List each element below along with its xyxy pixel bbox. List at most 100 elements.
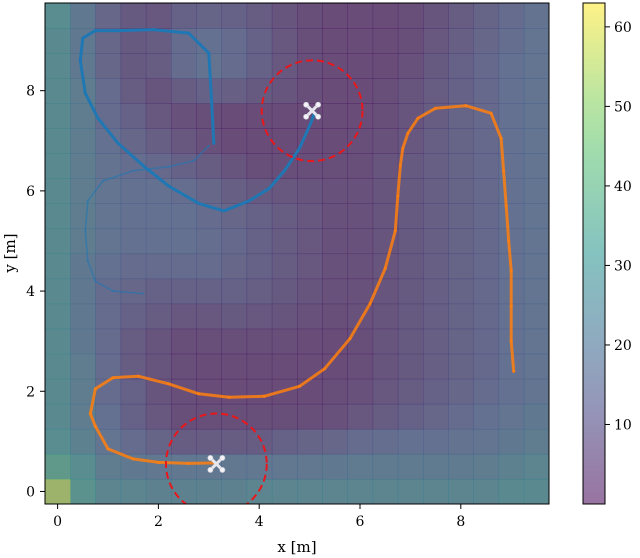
trajectory-point <box>116 141 120 145</box>
trajectory-point <box>282 169 286 173</box>
heatmap-cell <box>271 403 298 430</box>
heatmap-cell <box>171 478 197 504</box>
heatmap-cell <box>448 403 474 430</box>
heatmap-cell <box>549 479 575 505</box>
heatmap-cell <box>145 278 172 305</box>
heatmap-cell <box>271 253 298 280</box>
heatmap-cell <box>95 403 122 430</box>
heatmap-cell <box>171 78 197 104</box>
y-axis: 0 2 4 6 8 <box>26 84 45 500</box>
heatmap-cell <box>523 478 549 504</box>
trajectory-point <box>509 269 513 273</box>
trajectory-point <box>156 460 160 464</box>
heatmap-cell <box>448 78 474 104</box>
trajectory-point <box>187 31 191 35</box>
heatmap-cell <box>397 28 424 54</box>
drone-marker <box>303 101 322 120</box>
trajectory-point <box>308 124 312 128</box>
heatmap-cell <box>145 153 172 179</box>
heatmap-cell <box>498 103 525 129</box>
x-tick-label: 2 <box>154 514 163 530</box>
heatmap-cell <box>45 378 71 405</box>
heatmap-cell <box>145 128 172 154</box>
heatmap-cell <box>196 278 222 305</box>
heatmap-cell <box>423 278 449 305</box>
heatmap-cell <box>145 3 172 29</box>
heatmap-cell <box>271 228 298 255</box>
drone-rotor <box>315 113 322 120</box>
heatmap-cell <box>70 328 96 355</box>
heatmap-cell <box>246 3 273 29</box>
trajectory-point <box>298 146 302 150</box>
heatmap-cell <box>473 153 500 179</box>
heatmap-cell <box>45 178 71 204</box>
heatmap-cell <box>246 353 273 380</box>
heatmap-cell <box>297 378 323 405</box>
heatmap-cell <box>347 428 374 455</box>
trajectory-line <box>88 104 516 465</box>
heatmap-cell <box>473 53 500 79</box>
heatmap-cell <box>95 328 122 355</box>
heatmap-cell <box>271 278 298 305</box>
heatmap-cell <box>95 253 122 280</box>
trajectory-point <box>207 51 211 55</box>
trajectory-point <box>136 374 140 378</box>
heatmap-cell <box>423 303 449 330</box>
heatmap-cell <box>397 228 424 255</box>
heatmap-cell <box>523 353 549 380</box>
heatmap-cell <box>120 253 147 280</box>
heatmap-cell <box>473 203 500 230</box>
trajectory-point <box>93 29 97 33</box>
heatmap-cell <box>397 378 424 405</box>
heatmap-cell <box>45 103 71 129</box>
drone-rotor <box>315 101 322 108</box>
heatmap-cell <box>423 153 449 179</box>
trajectory-point <box>102 179 104 182</box>
trajectory-point <box>227 395 231 399</box>
heatmap-cell <box>297 278 323 305</box>
heatmap-cell <box>271 478 298 504</box>
heatmap-cell <box>246 428 273 455</box>
heatmap-cell <box>498 453 525 480</box>
heatmap-cell <box>448 328 474 355</box>
heatmap-cell <box>95 78 122 104</box>
heatmap-cell <box>297 3 323 29</box>
heatmap-cell <box>95 453 122 480</box>
heatmap-cell <box>347 453 374 480</box>
colorbar-tick-label: 10 <box>614 417 632 433</box>
heatmap-cell <box>549 404 575 430</box>
heatmap-cell <box>523 53 549 79</box>
heatmap-cell <box>473 453 500 480</box>
heatmap-cell <box>498 228 525 255</box>
heatmap-cell <box>473 128 500 154</box>
heatmap-cell <box>448 53 474 79</box>
heatmap-cell <box>523 453 549 480</box>
colorbar-frame <box>582 2 606 505</box>
heatmap-cell <box>322 28 348 54</box>
trajectory-point <box>81 36 85 40</box>
heatmap-cell <box>120 428 147 455</box>
heatmap-cell <box>473 378 500 405</box>
heatmap-cell <box>423 78 449 104</box>
heatmap-cell <box>45 428 71 455</box>
heatmap-cell <box>498 403 525 430</box>
heatmap-cell <box>523 3 549 29</box>
heatmap-cell <box>322 278 348 305</box>
heatmap-cell <box>246 453 273 480</box>
heatmap-cell <box>45 453 71 480</box>
heatmap-cell <box>271 78 298 104</box>
heatmap-cell <box>372 3 399 29</box>
heatmap-cell <box>498 53 525 79</box>
heatmap-cell <box>473 253 500 280</box>
heatmap-cell <box>271 328 298 355</box>
heatmap-cell <box>347 328 374 355</box>
heatmap-cell <box>473 278 500 305</box>
heatmap-cell <box>246 403 273 430</box>
heatmap-cell <box>397 403 424 430</box>
heatmap-cell <box>171 53 197 79</box>
heatmap-cell <box>70 353 96 380</box>
heatmap-cell <box>498 178 525 204</box>
drone-rotor <box>219 455 226 461</box>
heatmap-cell <box>246 328 273 355</box>
heatmap-cell <box>473 178 500 204</box>
